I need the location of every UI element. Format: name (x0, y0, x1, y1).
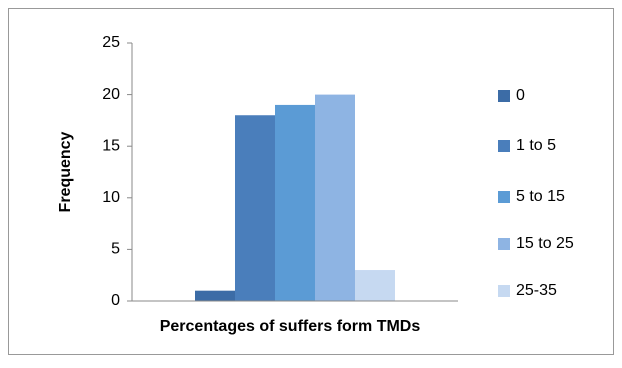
y-tick-label: 10 (102, 189, 120, 206)
bar (195, 290, 235, 301)
legend-label: 0 (516, 87, 525, 104)
y-tick-label: 20 (102, 86, 120, 103)
legend-swatch (498, 140, 510, 152)
bar (315, 94, 355, 301)
y-tick-label: 5 (111, 241, 120, 258)
legend-swatch (498, 285, 510, 297)
legend-label: 15 to 25 (516, 235, 574, 252)
y-tick-label: 0 (111, 292, 120, 309)
legend-label: 1 to 5 (516, 137, 556, 154)
y-tick-label: 25 (102, 34, 120, 51)
bar (275, 104, 315, 301)
x-axis-title: Percentages of suffers form TMDs (160, 318, 421, 335)
y-tick-label: 15 (102, 137, 120, 154)
legend-swatch (498, 191, 510, 203)
bar (355, 270, 395, 301)
legend-label: 25-35 (516, 282, 557, 299)
legend-label: 5 to 15 (516, 188, 565, 205)
bar (235, 115, 275, 302)
legend-swatch (498, 90, 510, 102)
y-axis-title: Frequency (57, 131, 74, 212)
legend-swatch (498, 238, 510, 250)
